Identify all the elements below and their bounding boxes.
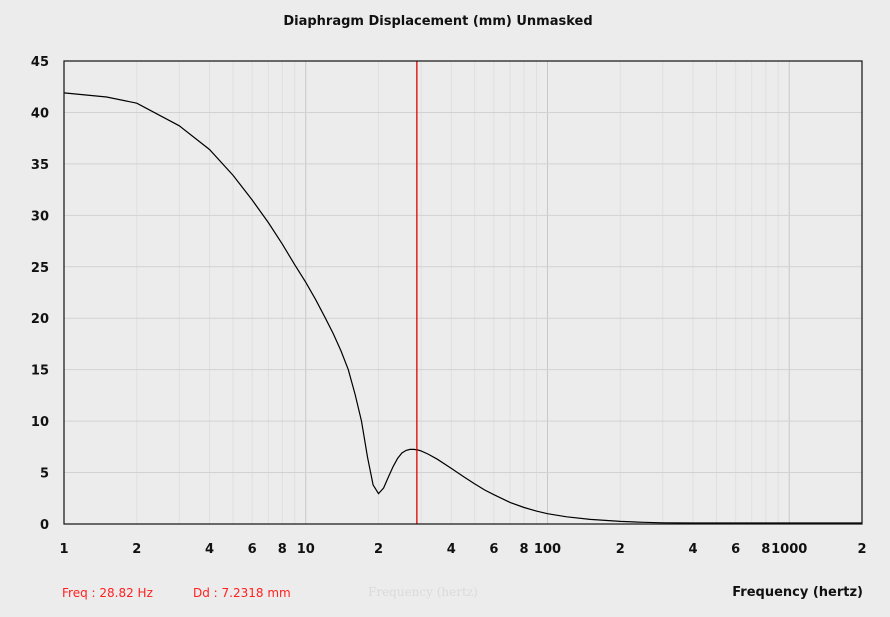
y-tick-label: 10 bbox=[31, 415, 49, 430]
y-tick-label: 0 bbox=[40, 518, 49, 533]
x-axis-title: Frequency (hertz) bbox=[732, 585, 863, 600]
grid-minor bbox=[136, 61, 779, 524]
x-tick-label: 10 bbox=[297, 542, 315, 557]
y-tick-label: 15 bbox=[31, 364, 49, 379]
x-tick-label: 100 bbox=[534, 542, 561, 557]
y-tick-label: 35 bbox=[31, 158, 49, 173]
y-tick-label: 20 bbox=[31, 312, 49, 327]
x-tick-label: 6 bbox=[489, 542, 498, 557]
x-tick-label: 1000 bbox=[771, 542, 807, 557]
plot-area[interactable] bbox=[64, 61, 862, 524]
x-tick-label: 2 bbox=[374, 542, 383, 557]
grid-major bbox=[64, 61, 862, 524]
y-axis-labels: 0 5 10 15 20 25 30 35 40 45 bbox=[31, 55, 49, 533]
x-tick-label: 4 bbox=[205, 542, 214, 557]
x-tick-label: 8 bbox=[761, 542, 770, 557]
series-line-displacement bbox=[63, 92, 862, 524]
y-tick-label: 5 bbox=[40, 467, 49, 482]
x-tick-label: 2 bbox=[857, 542, 866, 557]
displacement-readout: Dd : 7.2318 mm bbox=[193, 586, 291, 600]
x-tick-label: 6 bbox=[731, 542, 740, 557]
faded-axis-label: Frequency (hertz) bbox=[368, 585, 478, 599]
freq-readout: Freq : 28.82 Hz bbox=[62, 586, 153, 600]
x-tick-label: 2 bbox=[132, 542, 141, 557]
x-tick-label: 8 bbox=[278, 542, 287, 557]
y-tick-label: 45 bbox=[31, 55, 49, 70]
x-tick-label: 1 bbox=[59, 542, 68, 557]
y-tick-label: 30 bbox=[31, 209, 49, 224]
x-axis-labels: 1 2 4 6 8 10 2 4 6 8 100 2 4 6 8 1000 2 bbox=[59, 542, 866, 557]
chart-title: Diaphragm Displacement (mm) Unmasked bbox=[283, 14, 592, 29]
x-tick-label: 4 bbox=[447, 542, 456, 557]
y-tick-label: 25 bbox=[31, 261, 49, 276]
plot-frame bbox=[63, 60, 863, 525]
x-tick-label: 8 bbox=[520, 542, 529, 557]
y-tick-label: 40 bbox=[31, 106, 49, 121]
x-tick-label: 6 bbox=[248, 542, 257, 557]
x-tick-label: 4 bbox=[689, 542, 698, 557]
x-tick-label: 2 bbox=[616, 542, 625, 557]
